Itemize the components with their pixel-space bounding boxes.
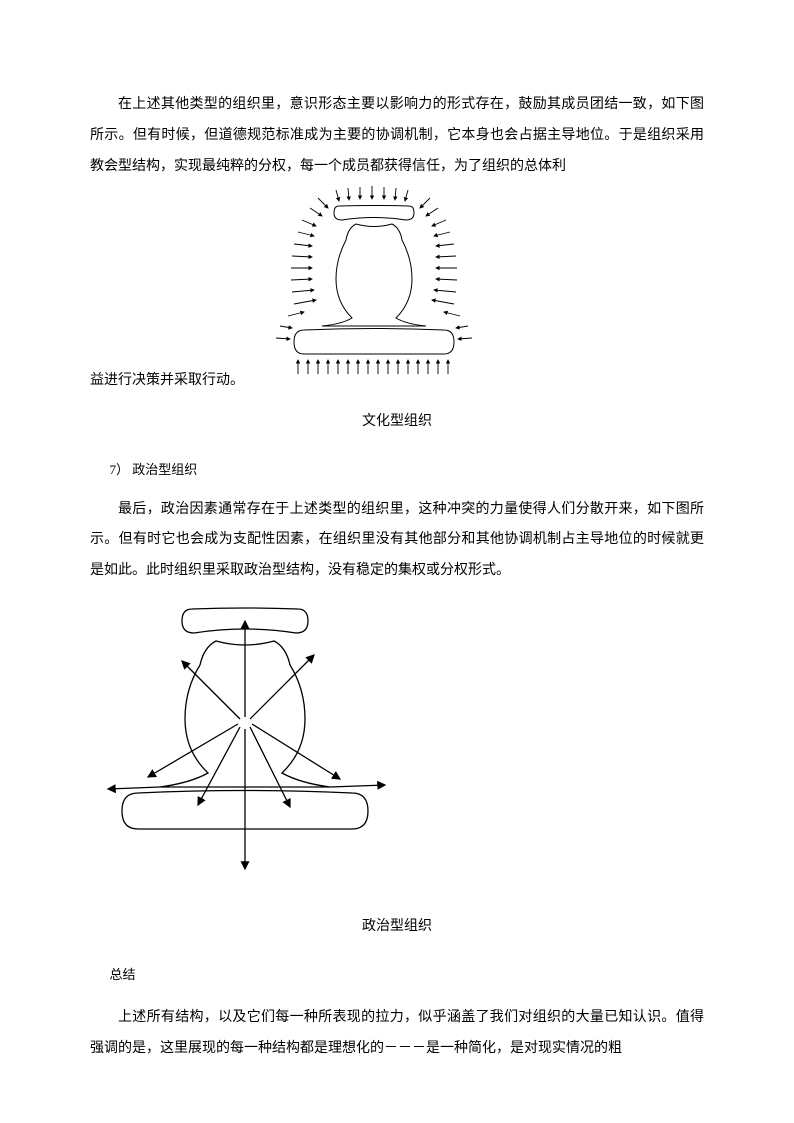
org-shape-outward-icon: [90, 589, 400, 879]
summary-heading: 总结: [110, 961, 705, 990]
paragraph-2: 最后，政治因素通常存在于上述类型的组织里，这种冲突的力量使得人们分散开来，如下图…: [90, 495, 704, 587]
figure-1-cultural-org: [244, 184, 504, 397]
figure-2-political-org: [90, 589, 704, 892]
paragraph-1: 在上述其他类型的组织里，意识形态主要以影响力的形式存在，鼓励其成员团结一致，如下…: [90, 90, 704, 182]
org-shape-inward-icon: [244, 184, 504, 384]
paragraph-1-trail-row: 益进行决策并采取行动。: [90, 184, 704, 397]
section-7-heading: 7） 政治型组织: [110, 456, 705, 485]
paragraph-3: 上述所有结构，以及它们每一种所表现的拉力，似乎涵盖了我们对组织的大量已知认识。值…: [90, 1003, 704, 1065]
figure-2-caption: 政治型组织: [90, 912, 704, 943]
paragraph-1-trail: 益进行决策并采取行动。: [90, 366, 244, 397]
figure-1-caption: 文化型组织: [90, 407, 704, 438]
